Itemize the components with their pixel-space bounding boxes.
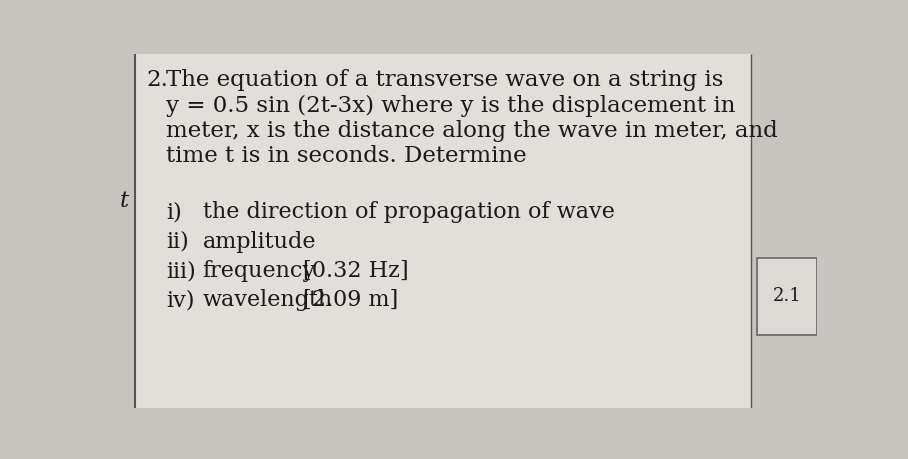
Text: the direction of propagation of wave: the direction of propagation of wave xyxy=(202,201,615,223)
Text: The equation of a transverse wave on a string is: The equation of a transverse wave on a s… xyxy=(166,69,724,91)
Text: iii): iii) xyxy=(166,259,196,281)
Text: [0.32 Hz]: [0.32 Hz] xyxy=(303,259,409,281)
Bar xyxy=(756,259,817,336)
Text: t: t xyxy=(120,190,129,212)
Text: frequency: frequency xyxy=(202,259,316,281)
Text: 2.1: 2.1 xyxy=(773,286,802,305)
Text: [2.09 m]: [2.09 m] xyxy=(303,289,399,311)
Text: wavelength: wavelength xyxy=(202,289,332,311)
Text: amplitude: amplitude xyxy=(202,230,316,252)
Text: 2.: 2. xyxy=(146,69,168,91)
Text: i): i) xyxy=(166,201,182,223)
Bar xyxy=(135,55,751,409)
Text: meter, x is the distance along the wave in meter, and: meter, x is the distance along the wave … xyxy=(166,120,778,141)
Text: y = 0.5 sin (2t-3x) where y is the displacement in: y = 0.5 sin (2t-3x) where y is the displ… xyxy=(166,94,735,116)
Text: time t is in seconds. Determine: time t is in seconds. Determine xyxy=(166,145,527,167)
Text: ii): ii) xyxy=(166,230,189,252)
Text: iv): iv) xyxy=(166,289,194,311)
